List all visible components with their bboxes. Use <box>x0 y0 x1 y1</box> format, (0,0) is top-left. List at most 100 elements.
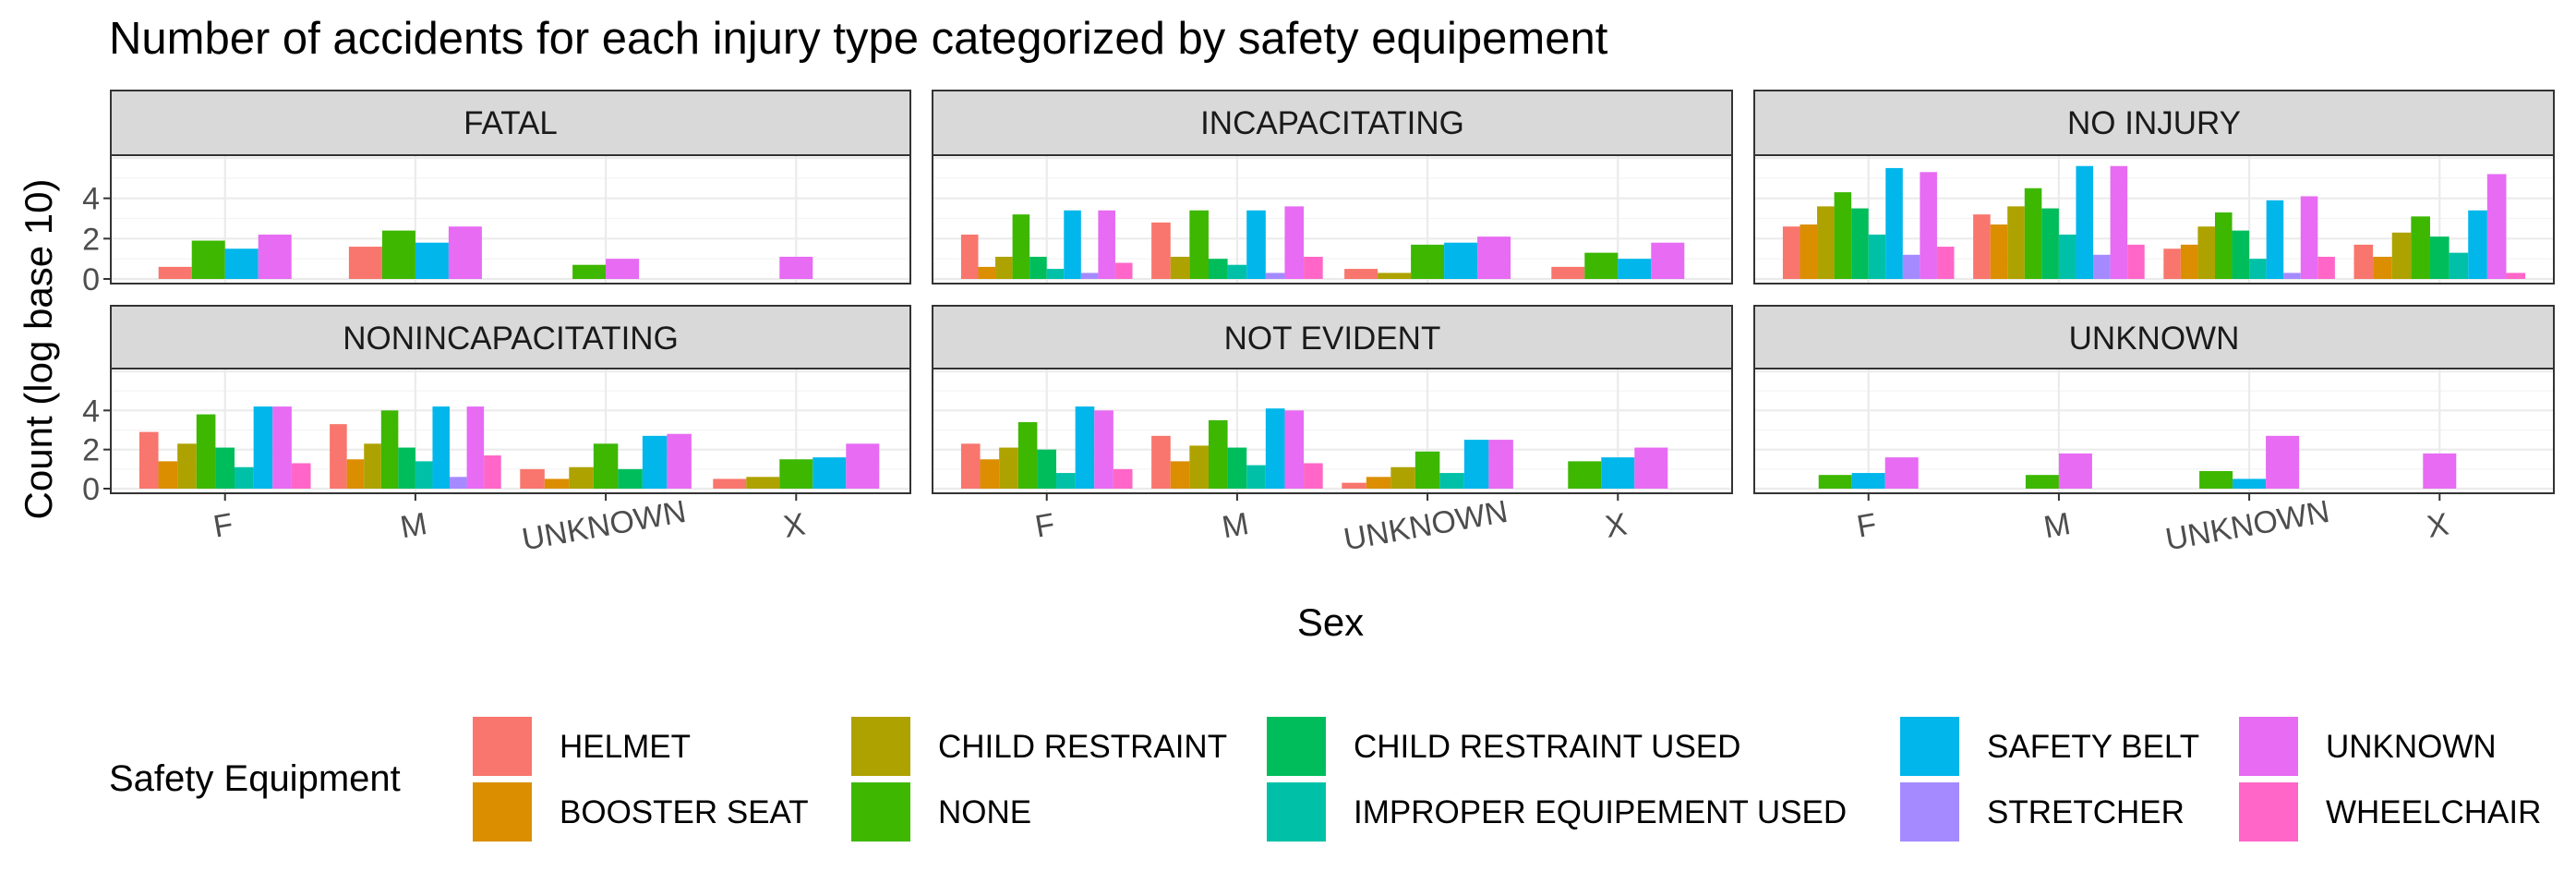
facet-border <box>110 368 911 494</box>
facet-strip-label: NO INJURY <box>2067 105 2241 141</box>
bar-improper-equipement-used <box>2449 252 2469 279</box>
legend-swatch <box>1900 717 1959 776</box>
bar-none <box>1818 475 1852 489</box>
bar-none <box>1012 214 1030 279</box>
bar-wheelchair <box>291 463 311 489</box>
bar-stretcher <box>1265 272 1285 279</box>
facet-strip <box>1753 305 2555 371</box>
bar-safety-belt <box>1885 167 1903 279</box>
bar-booster-seat <box>2373 256 2392 279</box>
bar-improper-equipement-used <box>1439 473 1464 489</box>
legend-label: NONE <box>938 794 1031 830</box>
bar-safety-belt <box>1618 259 1652 279</box>
bar-helmet <box>1151 435 1171 489</box>
bar-child-restraint <box>177 443 197 489</box>
legend-item-helmet: HELMET <box>473 717 691 776</box>
bar-none <box>2199 470 2233 489</box>
bar-unknown <box>1651 242 1685 279</box>
bar-none <box>572 264 607 279</box>
bar-safety-belt <box>1064 210 1081 279</box>
facet-unknown: UNKNOWN F M UNKNOWN X <box>1753 305 2555 557</box>
bar-none <box>381 230 415 279</box>
facet-strip-label: FATAL <box>463 105 558 141</box>
facet-border <box>1753 368 2555 494</box>
bar-unknown <box>466 406 485 489</box>
bar-unknown <box>846 443 880 489</box>
facet-strip-label: NONINCAPACITATING <box>343 321 679 357</box>
bar-wheelchair <box>1114 262 1133 279</box>
bar-none <box>1017 422 1038 489</box>
legend-swatch <box>1267 782 1326 842</box>
bar-child-restraint <box>569 466 594 489</box>
bar-improper-equipement-used <box>2058 234 2076 279</box>
bar-safety-belt <box>224 248 259 279</box>
legend-label: HELMET <box>560 729 691 765</box>
bar-booster-seat <box>158 461 178 489</box>
bar-helmet <box>158 266 192 279</box>
legend-item-stretcher: STRETCHER <box>1900 782 2185 842</box>
bar-unknown <box>1284 410 1305 489</box>
facet-fatal: FATAL 0 2 4 <box>82 90 911 297</box>
bar-booster-seat <box>1366 477 1391 489</box>
facet-border <box>1753 154 2555 285</box>
bar-child-restraint-used <box>2232 230 2250 279</box>
bar-unknown <box>2266 435 2300 489</box>
bar-none <box>779 459 813 489</box>
legend-swatch <box>1267 717 1326 776</box>
legend: Safety Equipment HELMET BOOSTER SEAT CHILD… <box>109 717 2541 842</box>
x-tick-label: X <box>781 506 808 544</box>
bar-booster-seat <box>2180 244 2198 279</box>
legend-label: CHILD RESTRAINT USED <box>1354 729 1740 765</box>
bar-helmet <box>138 431 159 489</box>
bar-helmet <box>1973 214 1991 279</box>
legend-swatch <box>851 782 910 842</box>
bar-none <box>2411 216 2430 279</box>
bar-none <box>1414 451 1440 489</box>
x-tick-label: M <box>398 506 429 545</box>
bar-child-restraint <box>1378 272 1412 279</box>
bar-safety-belt <box>2468 210 2487 279</box>
bar-none <box>2024 188 2042 279</box>
bar-none <box>1568 461 1602 489</box>
facet-strip <box>932 90 1733 156</box>
legend-swatch <box>2239 782 2298 842</box>
bar-child-restraint-used <box>1851 208 1869 279</box>
bar-child-restraint-used <box>618 468 643 489</box>
facet-not-evident: NOT EVIDENT F M UNKNOWN X <box>932 305 1733 558</box>
bar-none <box>593 443 619 489</box>
bar-wheelchair <box>1304 256 1323 279</box>
legend-label: CHILD RESTRAINT <box>938 729 1227 765</box>
bar-none <box>1208 419 1228 489</box>
x-tick-label: UNKNOWN <box>1342 494 1511 558</box>
x-tick-label: M <box>1220 506 1251 545</box>
bar-unknown <box>1094 410 1113 489</box>
bar-wheelchair <box>2127 244 2145 279</box>
bar-stretcher <box>2283 272 2301 279</box>
bar-unknown <box>272 406 292 489</box>
bar-child-restraint <box>2007 206 2025 279</box>
bar-wheelchair <box>1304 463 1323 489</box>
bar-improper-equipement-used <box>2249 259 2267 279</box>
bar-improper-equipement-used <box>235 466 254 489</box>
bar-helmet <box>713 478 747 489</box>
bar-safety-belt <box>253 406 273 489</box>
bar-unknown <box>2423 453 2457 489</box>
x-tick-label: X <box>1603 506 1630 544</box>
bar-safety-belt <box>1444 242 1478 279</box>
bar-safety-belt <box>1851 473 1885 489</box>
facet-nonincapacitating: NONINCAPACITATING 0 2 4 F M UNKNOWN X <box>82 305 911 557</box>
bar-booster-seat <box>978 266 996 279</box>
bar-safety-belt <box>1463 440 1489 489</box>
y-tick-label: 4 <box>82 394 100 429</box>
bar-none <box>1834 192 1852 279</box>
legend-swatch <box>473 782 532 842</box>
facet-border <box>932 368 1733 494</box>
bar-safety-belt <box>1265 408 1285 489</box>
bar-stretcher <box>450 477 467 489</box>
y-tick-label: 0 <box>82 472 100 507</box>
legend-title: Safety Equipment <box>109 758 401 799</box>
bar-helmet <box>1151 222 1171 279</box>
bar-none <box>191 240 225 279</box>
bar-unknown <box>1488 440 1513 489</box>
facet-strip <box>110 305 911 371</box>
